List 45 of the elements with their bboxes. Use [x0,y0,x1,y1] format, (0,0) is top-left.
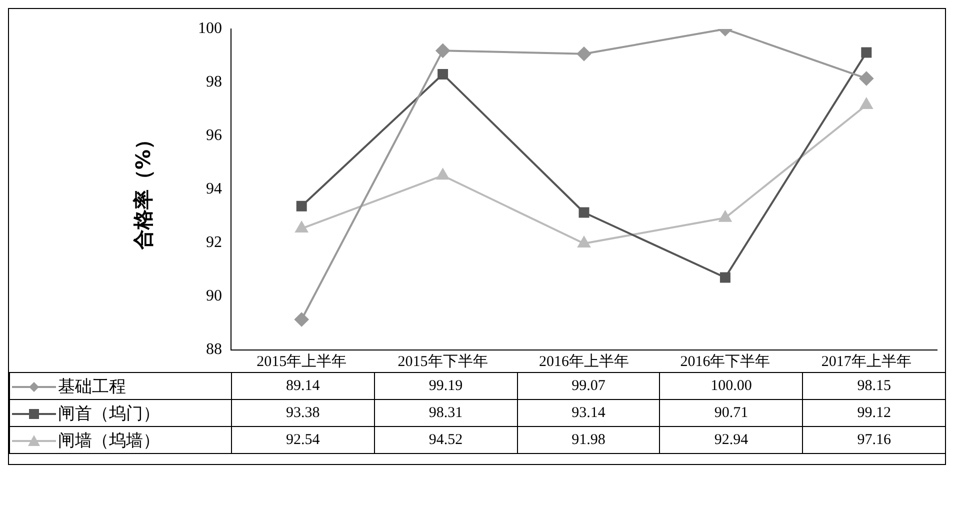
point [436,44,450,58]
data-label: 100.00 [660,372,803,400]
x-tick-label: 2016年上半年 [539,352,629,370]
y-tick-label: 100 [198,20,222,38]
point [578,207,590,218]
point [861,47,872,58]
data-label: 98.31 [374,400,518,426]
y-tick-label: 98 [206,74,222,91]
data-label: 99.12 [802,400,946,426]
point [860,98,873,109]
y-tick-label: 90 [206,288,222,305]
data-label: 92.54 [232,426,374,454]
point [859,71,874,86]
data-label: 93.14 [517,400,660,426]
data-label: 91.98 [517,426,660,454]
y-tick-label: 92 [206,234,222,252]
x-tick-label: 2016年下半年 [680,352,770,370]
point [578,236,590,248]
point [295,222,308,233]
data-label: 97.16 [802,426,946,454]
x-tick-label: 2017年上半年 [821,352,912,370]
point [436,168,449,180]
data-label: 90.71 [660,400,803,426]
point [720,272,730,283]
legend-label: 闸首（坞门） [58,404,160,424]
data-label: 93.38 [232,400,374,426]
point [438,68,448,80]
point [719,210,732,222]
data-label: 99.07 [517,372,660,400]
data-label: 99.19 [374,372,518,400]
data-label: 89.14 [232,372,374,400]
y-tick-label: 94 [206,180,222,198]
point [296,200,307,212]
point [577,46,591,61]
legend-label: 闸墙（坞墙） [58,430,160,450]
data-label: 98.15 [802,372,946,400]
data-label: 94.52 [374,426,518,454]
x-tick-label: 2015年上半年 [256,352,347,370]
y-axis-title: 合格率（%） [131,129,156,251]
y-tick-label: 96 [206,127,222,144]
x-tick-label: 2015年下半年 [398,352,488,370]
data-label: 92.94 [660,426,803,454]
y-tick-label: 88 [206,341,222,358]
legend-label: 基础工程 [58,376,126,396]
point [294,312,309,327]
